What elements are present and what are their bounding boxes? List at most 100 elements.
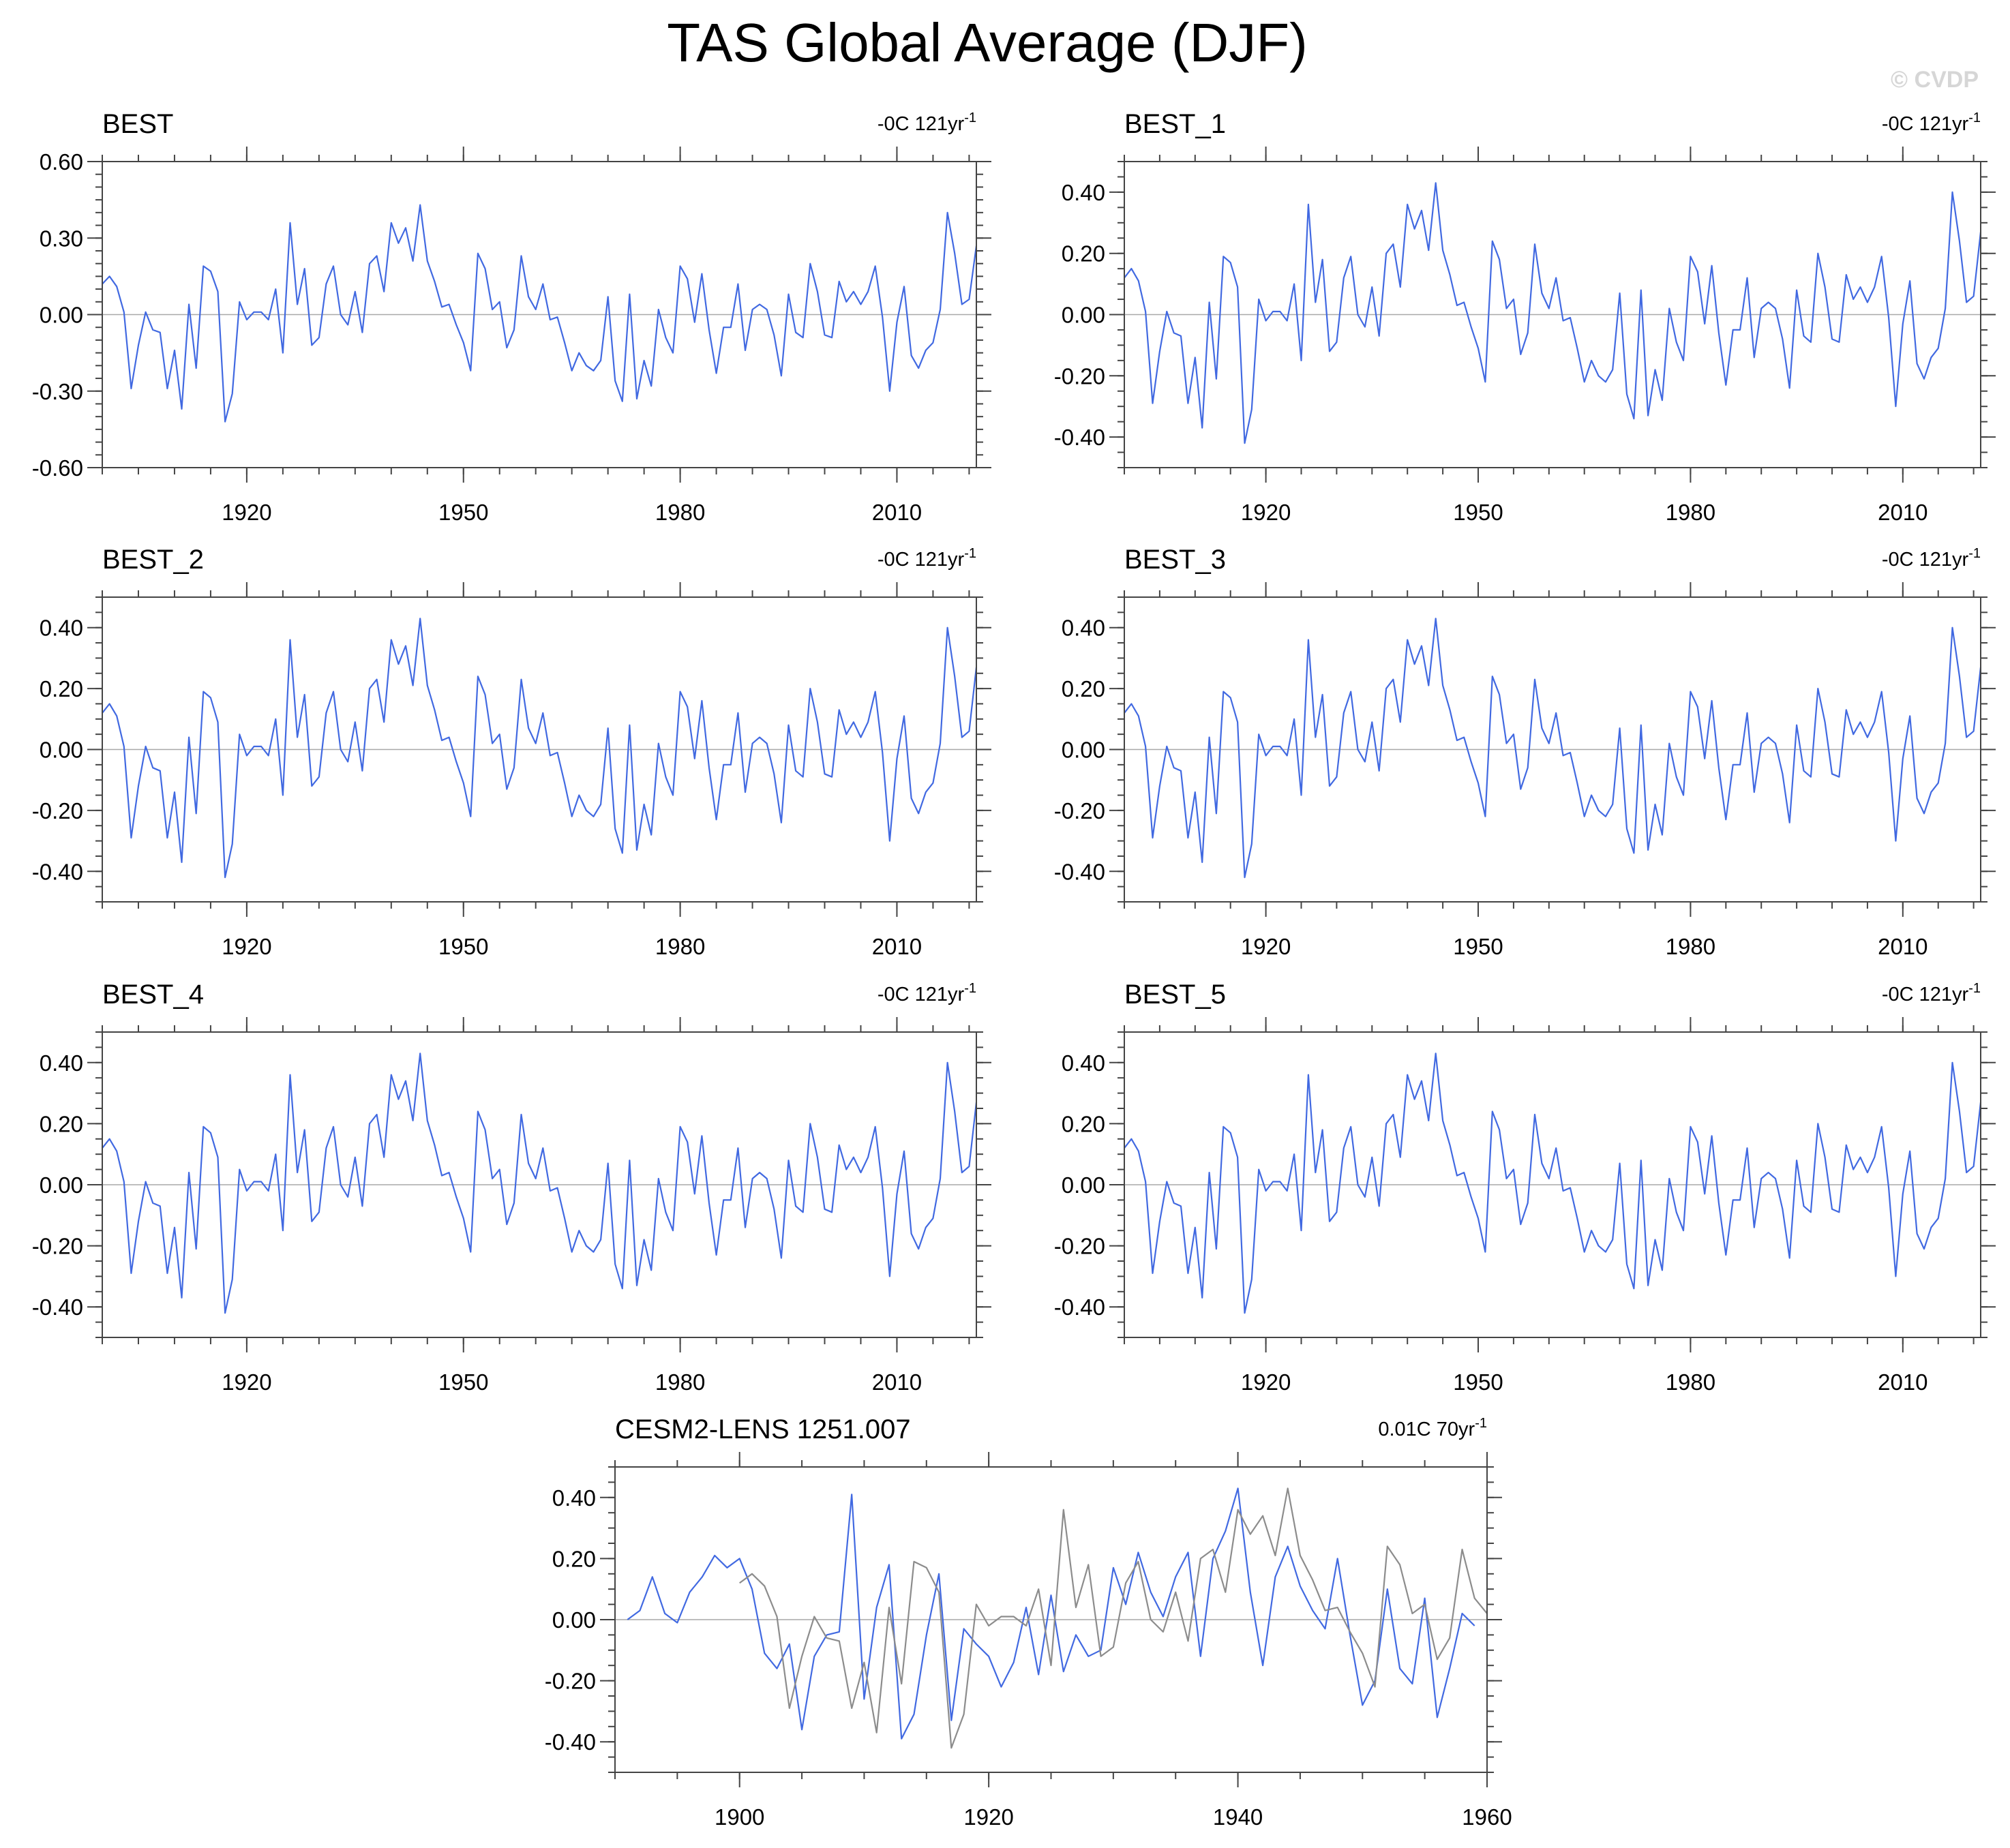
y-tick-label: 0.00	[552, 1607, 596, 1633]
trend-label: 0.01C 70yr-1	[1378, 1416, 1487, 1440]
series-line-overlay	[739, 1487, 1488, 1749]
y-tick-label: -0.20	[32, 1234, 83, 1259]
y-tick-label: -0.20	[1054, 798, 1105, 823]
x-tick-label: 1920	[1241, 1369, 1291, 1395]
panel-title: BEST_3	[1124, 545, 1226, 575]
x-tick-label: 1920	[1241, 500, 1291, 525]
panel-title: CESM2-LENS 1251.007	[615, 1414, 911, 1444]
panel-best-2: 1920 1950 1980 2010 0.40 0.20 0.00 -0.20 -0.40 BE…	[32, 545, 991, 959]
y-tick-label: -0.30	[32, 379, 83, 404]
series-line-best	[102, 204, 978, 423]
series-line-best-1	[1124, 182, 1982, 444]
trend-label: -0C 121yr-1	[1882, 981, 1981, 1005]
trend-label: -0C 121yr-1	[1882, 546, 1981, 571]
panel-title: BEST_1	[1124, 109, 1226, 139]
trend-label: -0C 121yr-1	[877, 546, 976, 571]
trend-exponent: -1	[1968, 546, 1981, 561]
panel-cesm2-lens: 1900 1920 1940 1960 0.40 0.20 0.00 -0.20 -0.40 CE…	[545, 1414, 1512, 1830]
panels: 1920 1950 1980 2010 0.60 0.30 0.00 -0.30 -0.60 BE…	[32, 109, 1996, 1830]
y-tick-label: -0.40	[1054, 425, 1105, 450]
y-tick-label: 0.20	[40, 676, 83, 701]
series-line-best-3	[1124, 618, 1982, 879]
x-tick-label: 2010	[872, 934, 922, 959]
x-tick-label: 2010	[872, 500, 922, 525]
trend-exponent: -1	[1968, 110, 1981, 125]
x-tick-label: 1980	[655, 500, 705, 525]
y-tick-label: -0.20	[1054, 1234, 1105, 1259]
panel-title: BEST_2	[102, 545, 204, 575]
x-tick-label: 1950	[1453, 1369, 1503, 1395]
y-tick-label: 0.00	[40, 738, 83, 763]
y-tick-label: 0.40	[552, 1485, 596, 1511]
y-tick-label: 0.40	[40, 616, 83, 641]
y-tick-label: 0.20	[1062, 1111, 1105, 1136]
y-tick-label: -0.40	[32, 1294, 83, 1320]
y-tick-label: -0.40	[32, 859, 83, 884]
x-tick-label: 1980	[655, 1369, 705, 1395]
plot-frame	[102, 161, 977, 468]
x-tick-label: 1920	[1241, 934, 1291, 959]
x-tick-label: 1980	[1666, 500, 1715, 525]
panel-title: BEST_4	[102, 980, 204, 1010]
panel-best-3: 1920 1950 1980 2010 0.40 0.20 0.00 -0.20 -0.40 BE…	[1054, 545, 1996, 959]
x-tick-label: 1920	[963, 1804, 1013, 1830]
x-tick-label: 1950	[1453, 500, 1503, 525]
x-tick-label: 2010	[1878, 500, 1927, 525]
trend-label: -0C 121yr-1	[1882, 110, 1981, 135]
y-tick-label: 0.60	[40, 149, 83, 175]
y-tick-label: 0.00	[1062, 303, 1105, 328]
y-tick-label: 0.40	[1062, 616, 1105, 641]
y-tick-label: 0.00	[40, 1172, 83, 1198]
watermark: © CVDP	[1891, 67, 1979, 93]
y-tick-label: 0.00	[40, 303, 83, 328]
panel-best-1: 1920 1950 1980 2010 0.40 0.20 0.00 -0.20 -0.40 BE…	[1054, 109, 1996, 525]
trend-label: -0C 121yr-1	[877, 981, 976, 1005]
y-tick-label: -0.60	[32, 455, 83, 481]
trend-exponent: -1	[1968, 981, 1981, 996]
x-tick-label: 1950	[438, 500, 488, 525]
plot-frame	[102, 1031, 977, 1338]
trend-exponent: -1	[964, 546, 976, 561]
y-tick-label: -0.40	[1054, 859, 1105, 884]
trend-value: -0C 121yr	[877, 984, 965, 1005]
y-tick-label: 0.00	[1062, 738, 1105, 763]
trend-value: -0C 121yr	[1882, 984, 1969, 1005]
y-tick-label: -0.20	[545, 1669, 596, 1694]
figure-title: TAS Global Average (DJF)	[667, 12, 1308, 73]
y-tick-label: 0.00	[1062, 1172, 1105, 1198]
plot-frame	[1124, 1031, 1981, 1338]
x-tick-label: 2010	[1878, 1369, 1927, 1395]
y-tick-label: 0.20	[1062, 676, 1105, 701]
series-line-best-5	[1124, 1052, 1982, 1314]
y-tick-label: 0.20	[1062, 241, 1105, 267]
x-tick-label: 1980	[1666, 1369, 1715, 1395]
x-tick-label: 1950	[1453, 934, 1503, 959]
series-line-cesm2-lens	[627, 1487, 1475, 1740]
trend-value: -0C 121yr	[877, 549, 965, 571]
x-tick-label: 1900	[715, 1804, 764, 1830]
y-tick-label: 0.40	[1062, 1050, 1105, 1076]
x-tick-label: 2010	[872, 1369, 922, 1395]
trend-exponent: -1	[964, 981, 976, 996]
trend-label: -0C 121yr-1	[877, 110, 976, 135]
y-tick-label: 0.40	[1062, 180, 1105, 205]
x-tick-label: 1960	[1462, 1804, 1512, 1830]
trend-value: -0C 121yr	[1882, 549, 1969, 571]
y-tick-label: 0.20	[40, 1111, 83, 1136]
trend-value: -0C 121yr	[877, 113, 965, 135]
y-tick-label: -0.20	[1054, 363, 1105, 389]
trend-value: 0.01C 70yr	[1378, 1419, 1475, 1440]
plot-frame	[1124, 161, 1981, 468]
x-tick-label: 1920	[222, 500, 271, 525]
plot-frame	[102, 596, 977, 903]
panel-title: BEST	[102, 109, 173, 139]
y-tick-label: 0.30	[40, 226, 83, 251]
x-tick-label: 1940	[1213, 1804, 1263, 1830]
y-tick-label: -0.40	[1054, 1294, 1105, 1320]
plot-frame	[614, 1466, 1488, 1773]
trend-value: -0C 121yr	[1882, 113, 1969, 135]
y-tick-label: -0.20	[32, 798, 83, 823]
x-tick-label: 1920	[222, 934, 271, 959]
x-tick-label: 1980	[1666, 934, 1715, 959]
